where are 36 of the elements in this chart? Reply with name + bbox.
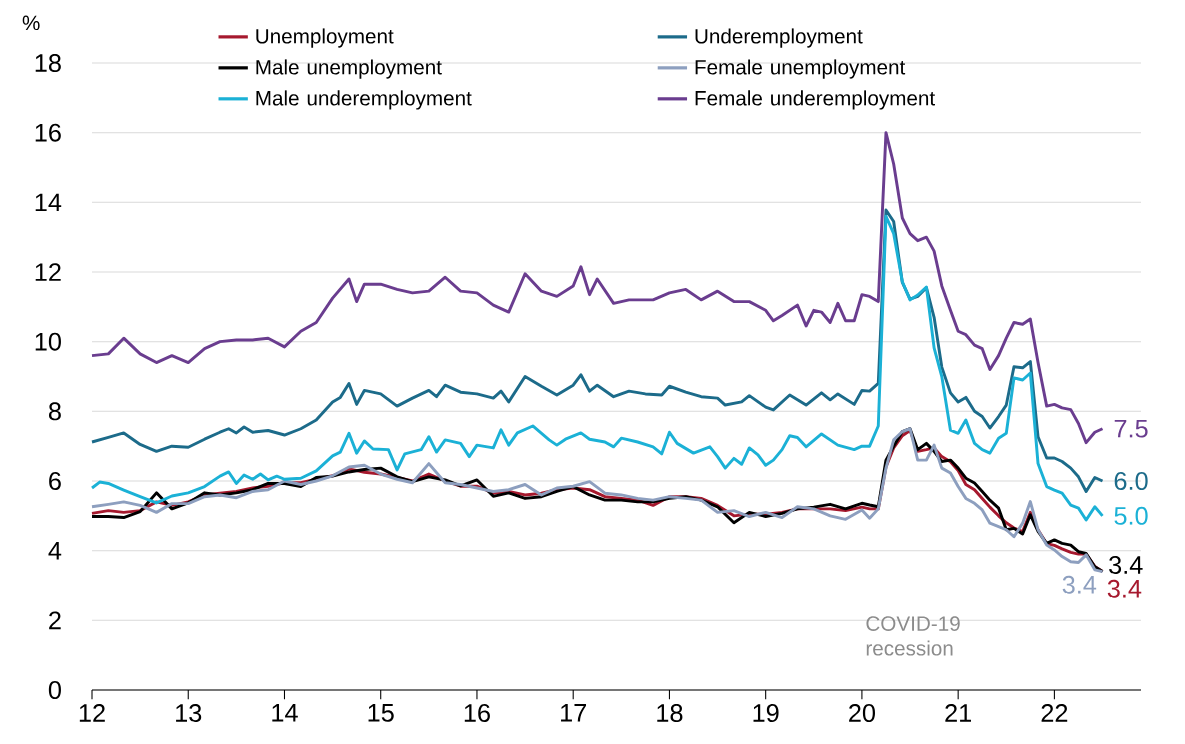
y-tick-label: 18: [35, 54, 61, 72]
x-tick-label: 18: [657, 704, 683, 722]
x-tick-label: 16: [464, 704, 490, 722]
y-tick-label: 6: [49, 472, 61, 490]
data-label: 3.4: [1062, 575, 1097, 594]
x-tick-label: 21: [945, 704, 971, 722]
x-tick-label: 13: [176, 704, 202, 722]
legend-label: Unemployment: [256, 28, 394, 48]
legend-label: Female unemployment: [695, 59, 906, 79]
legend-label: Male unemployment: [256, 59, 442, 79]
legend-label: Underemployment: [695, 28, 863, 48]
line-series: [90, 131, 1104, 445]
x-tick-label: 22: [1041, 704, 1068, 722]
legend-label: Female underemployment: [695, 90, 935, 110]
x-tick-label: 20: [849, 704, 875, 722]
legend-label: Male underemployment: [256, 90, 472, 110]
x-tick-label: 14: [272, 704, 298, 722]
x-tick-label: 17: [561, 704, 587, 722]
y-axis-title: %: [22, 15, 40, 31]
y-tick-label: 16: [35, 123, 61, 142]
y-tick-label: 8: [48, 402, 61, 421]
y-tick-label: 12: [35, 263, 61, 281]
x-tick-label: 15: [368, 704, 394, 722]
x-tick-label: 19: [753, 704, 779, 722]
data-label: 7.5: [1114, 419, 1148, 438]
y-tick-label: 2: [49, 611, 61, 630]
data-label: 3.4: [1109, 556, 1143, 574]
y-tick-label: 0: [48, 681, 61, 699]
annotation: COVID-19 recession: [866, 616, 960, 656]
y-tick-label: 10: [35, 332, 61, 351]
x-tick-label: 12: [79, 704, 105, 722]
y-tick-label: 14: [35, 193, 62, 212]
y-tick-label: 4: [48, 541, 62, 560]
data-label: 5.0: [1114, 506, 1148, 525]
data-label: 3.4: [1107, 579, 1142, 598]
data-label: 6.0: [1114, 472, 1148, 490]
